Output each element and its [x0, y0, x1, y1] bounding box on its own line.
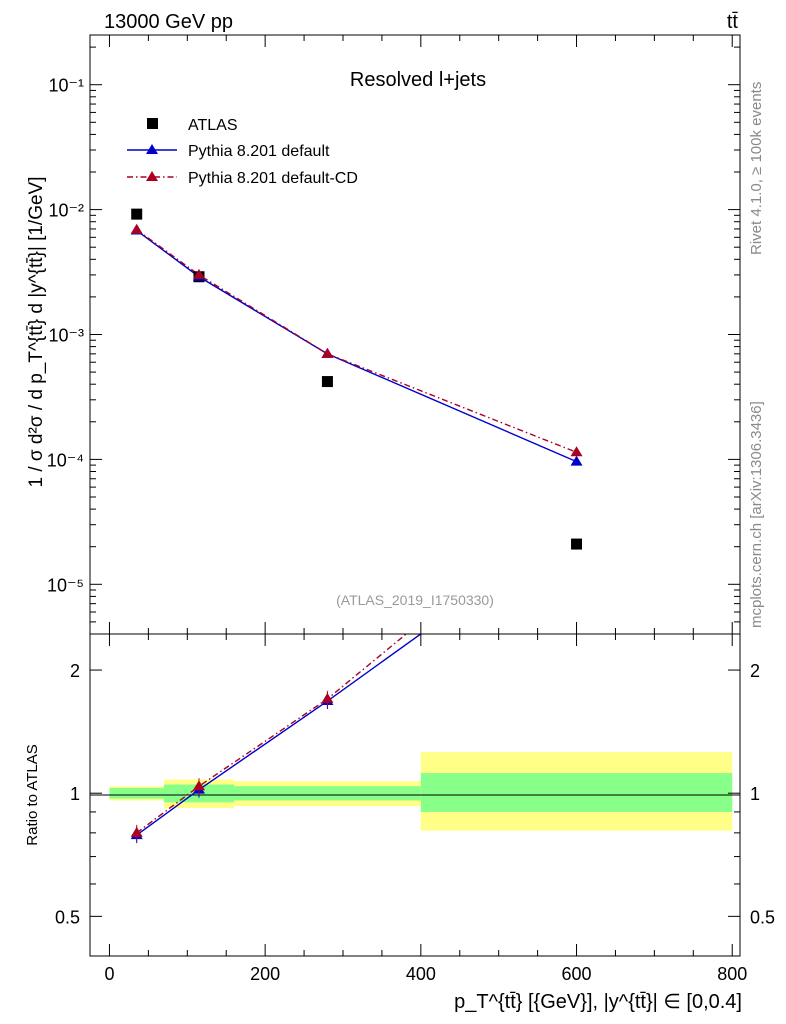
ratio-y-ticks: 0.5 0.5 1 1 2 2 [55, 661, 775, 927]
main-series [130, 208, 583, 550]
legend-label-default: Pythia 8.201 default [188, 143, 330, 160]
ratio-band-inner [234, 786, 421, 801]
x-tick-label: 600 [562, 964, 592, 984]
ratio-line-pythia-8-201-default [136, 634, 422, 836]
main-point-pythia-8-201-default [570, 455, 583, 466]
ratio-y-axis-label: Ratio to ATLAS [24, 744, 41, 845]
x-tick-label: 800 [717, 964, 747, 984]
energy-label: 13000 GeV pp [104, 11, 233, 33]
legend-marker-atlas [147, 118, 158, 129]
main-point-atlas [131, 208, 143, 220]
ratio-band-inner [109, 787, 164, 799]
process-label: tt̄ [727, 11, 739, 33]
ratio-band-inner [420, 773, 733, 812]
rivet-label: Rivet 4.1.0, ≥ 100k events [748, 82, 765, 255]
main-point-pythia-8-201-default-cd [321, 347, 334, 358]
ratio-point-pythia-8-201-default-cd [192, 780, 205, 791]
main-y-tick-label: 10⁻³ [48, 326, 84, 346]
ratio-point-pythia-8-201-default-cd [321, 692, 334, 703]
ratio-series [130, 634, 422, 844]
main-line-pythia-8-201-default [136, 229, 577, 463]
ratio-y-tick-label: 0.5 [55, 907, 80, 927]
plot-title: Resolved l+jets [350, 69, 486, 91]
main-point-atlas [321, 376, 333, 388]
ratio-x-ticks: 0 200 400 600 800 [104, 634, 747, 984]
main-plot-panel: 10⁻¹ 10⁻² 10⁻³ 10⁻⁴ 10⁻⁵ Resolved l+jets (AT… [26, 34, 741, 635]
legend-marker-default-cd [146, 171, 158, 181]
ratio-plot-panel: 0.5 0.51 12 2 0 200 400 600 800 Ratio to ATLAS … [24, 633, 775, 1013]
main-point-pythia-8-201-default-cd [192, 268, 205, 279]
main-y-tick-label: 10⁻⁵ [47, 575, 84, 595]
main-y-ticks: 10⁻¹ 10⁻² 10⁻³ 10⁻⁴ 10⁻⁵ [47, 46, 740, 635]
x-axis-label: p_T^{tt̄} [{GeV}], |y^{tt̄}| ∈ [0,0.4] [454, 991, 742, 1013]
main-line-pythia-8-201-default-cd [136, 229, 577, 453]
ratio-y-tick-label-right: 1 [750, 784, 760, 804]
analysis-watermark: (ATLAS_2019_I1750330) [336, 592, 494, 608]
x-tick-label: 400 [406, 964, 436, 984]
ratio-clipped-series [130, 634, 422, 844]
main-point-pythia-8-201-default-cd [570, 446, 583, 457]
ratio-y-tick-label: 1 [70, 784, 80, 804]
ratio-uncertainty-bands [109, 752, 733, 831]
x-tick-label: 200 [250, 964, 280, 984]
main-y-axis-label: 1 / σ d²σ / d p_T^{tt̄} d |y^{tt̄}| [1/G… [26, 177, 47, 488]
ratio-y-tick-label-right: 2 [750, 661, 760, 681]
ratio-y-tick-label: 2 [70, 661, 80, 681]
legend-label-default-cd: Pythia 8.201 default-CD [188, 170, 358, 187]
mcplots-label: mcplots.cern.ch [arXiv:1306.3436] [748, 401, 765, 628]
ratio-point-pythia-8-201-default-cd [130, 826, 143, 837]
x-tick-label: 0 [104, 964, 114, 984]
ratio-y-tick-label-right: 0.5 [750, 907, 775, 927]
ratio-frame [89, 633, 741, 957]
legend-marker-default [146, 144, 158, 154]
main-y-tick-label: 10⁻¹ [48, 76, 84, 96]
main-point-atlas [571, 538, 583, 550]
main-y-tick-label: 10⁻² [48, 201, 84, 221]
main-y-tick-label: 10⁻⁴ [47, 450, 84, 470]
main-x-ticks [108, 35, 733, 634]
legend: ATLAS Pythia 8.201 default Pythia 8.201 … [127, 117, 358, 187]
main-point-pythia-8-201-default-cd [130, 223, 143, 234]
legend-label-atlas: ATLAS [188, 117, 238, 134]
